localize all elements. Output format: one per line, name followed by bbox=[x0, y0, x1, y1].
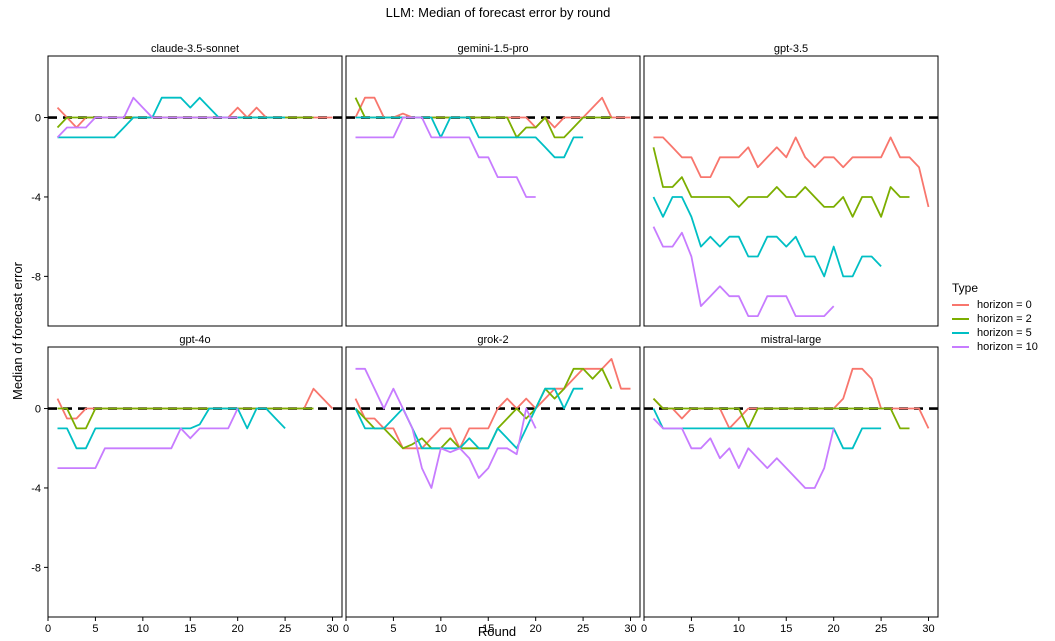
series-line-horizon-5 bbox=[57, 96, 286, 139]
facet-panel-gpt-4o: gpt-4o 0 -4 -8 0 5 10 15 20 25 30 bbox=[31, 334, 343, 635]
x-tick-label: 0 bbox=[45, 623, 51, 635]
legend-label: horizon = 0 bbox=[977, 299, 1032, 311]
facet-label: gemini-1.5-pro bbox=[458, 43, 529, 55]
y-tick-label: -4 bbox=[31, 192, 41, 204]
x-tick-label: 10 bbox=[733, 623, 745, 635]
facet-panel-gemini-1.5-pro: gemini-1.5-pro bbox=[345, 43, 641, 327]
legend-items: horizon = 0 horizon = 2 horizon = 5 horizon… bbox=[952, 298, 1052, 354]
legend-label: horizon = 5 bbox=[977, 327, 1032, 339]
x-tick-label: 15 bbox=[184, 623, 196, 635]
x-tick-label: 15 bbox=[780, 623, 792, 635]
series-line-horizon-5 bbox=[355, 116, 584, 159]
x-tick-label: 20 bbox=[828, 623, 840, 635]
x-tick-label: 0 bbox=[343, 623, 349, 635]
series-line-horizon-5 bbox=[652, 408, 882, 450]
y-tick-label: 0 bbox=[35, 404, 41, 416]
x-tick-label: 5 bbox=[688, 623, 694, 635]
x-tick-label: 30 bbox=[624, 623, 636, 635]
y-tick-label: 0 bbox=[35, 113, 41, 125]
legend-label: horizon = 10 bbox=[977, 341, 1038, 353]
facet-label: gpt-4o bbox=[179, 334, 210, 346]
facet-panel-claude-3.5-sonnet: claude-3.5-sonnet 0 -4 -8 bbox=[31, 43, 343, 327]
series-line-horizon-10 bbox=[57, 408, 239, 470]
series-line-horizon-10 bbox=[355, 116, 536, 198]
legend-swatch bbox=[952, 318, 969, 320]
y-tick-label: -4 bbox=[31, 483, 41, 495]
x-tick-label: 10 bbox=[137, 623, 149, 635]
series-line-horizon-10 bbox=[355, 367, 537, 489]
x-tick-label: 15 bbox=[482, 623, 494, 635]
facet-label: gpt-3.5 bbox=[774, 43, 808, 55]
series-line-horizon-10 bbox=[652, 417, 835, 489]
x-tick-label: 5 bbox=[390, 623, 396, 635]
panel-frame bbox=[47, 55, 343, 327]
y-tick-label: -8 bbox=[31, 271, 41, 283]
series-line-horizon-2 bbox=[652, 397, 910, 430]
y-tick-label: -8 bbox=[31, 562, 41, 574]
legend-item: horizon = 10 bbox=[952, 340, 1052, 354]
facet-panel-mistral-large: mistral-large 0 5 10 15 20 25 30 bbox=[641, 334, 939, 635]
legend-swatch bbox=[952, 346, 969, 348]
panel-frame bbox=[643, 346, 939, 618]
y-axis-label: Median of forecast error bbox=[10, 261, 25, 400]
x-tick-label: 25 bbox=[577, 623, 589, 635]
series-line-horizon-2 bbox=[652, 147, 910, 218]
x-tick-label: 30 bbox=[922, 623, 934, 635]
x-tick-label: 5 bbox=[92, 623, 98, 635]
series-line-horizon-5 bbox=[354, 387, 584, 450]
legend-swatch bbox=[952, 332, 969, 334]
series-line-horizon-5 bbox=[652, 196, 882, 278]
facet-label: claude-3.5-sonnet bbox=[151, 43, 239, 55]
x-tick-label: 0 bbox=[641, 623, 647, 635]
x-tick-label: 25 bbox=[279, 623, 291, 635]
x-tick-label: 20 bbox=[530, 623, 542, 635]
legend-item: horizon = 0 bbox=[952, 298, 1052, 312]
series-line-horizon-10 bbox=[652, 226, 835, 318]
x-tick-label: 25 bbox=[875, 623, 887, 635]
legend-swatch bbox=[952, 304, 969, 306]
x-tick-label: 20 bbox=[232, 623, 244, 635]
series-line-horizon-0 bbox=[354, 357, 631, 450]
legend-label: horizon = 2 bbox=[977, 313, 1032, 325]
legend: Type horizon = 0 horizon = 2 horizon = 5 ho… bbox=[952, 281, 1052, 354]
panel-frame bbox=[345, 346, 641, 618]
facet-panel-gpt-3.5: gpt-3.5 bbox=[643, 43, 939, 327]
x-axis-label: Round bbox=[478, 624, 516, 639]
legend-item: horizon = 5 bbox=[952, 326, 1052, 340]
x-tick-label: 30 bbox=[326, 623, 338, 635]
facet-panel-grok-2: grok-2 0 5 10 15 20 25 30 bbox=[343, 334, 641, 635]
chart-title: LLM: Median of forecast error by round bbox=[386, 5, 611, 20]
facet-label: grok-2 bbox=[477, 334, 508, 346]
facet-panels: claude-3.5-sonnet 0 -4 -8 gemini-1.5-pro gpt-… bbox=[31, 43, 939, 635]
x-tick-label: 10 bbox=[435, 623, 447, 635]
panel-frame bbox=[345, 55, 641, 327]
series-line-horizon-10 bbox=[56, 96, 238, 139]
series-line-horizon-5 bbox=[57, 407, 286, 450]
legend-title: Type bbox=[952, 281, 979, 295]
panel-frame bbox=[47, 346, 343, 618]
facet-label: mistral-large bbox=[761, 334, 822, 346]
series-line-horizon-2 bbox=[57, 407, 314, 430]
legend-item: horizon = 2 bbox=[952, 312, 1052, 326]
series-line-horizon-0 bbox=[653, 136, 930, 208]
